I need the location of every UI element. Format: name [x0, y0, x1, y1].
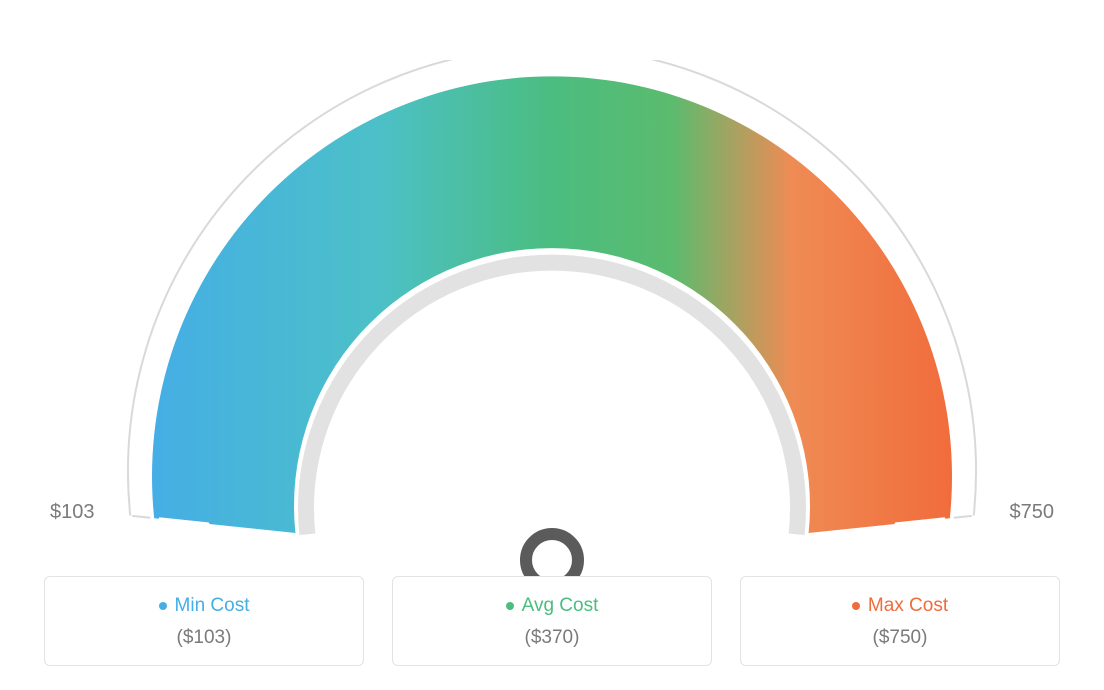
gauge-tick-label: $750 [1009, 501, 1053, 523]
legend-dot-max [852, 602, 860, 610]
legend-card-min: Min Cost ($103) [44, 576, 364, 666]
gauge-tick-label: $103 [50, 501, 95, 523]
legend-title-min: Min Cost [159, 595, 250, 617]
gauge-svg: $103$170$237$370$497$624$750 [0, 60, 1104, 630]
legend-label-min: Min Cost [175, 595, 250, 617]
legend-label-avg: Avg Cost [522, 595, 599, 617]
legend-dot-min [159, 602, 167, 610]
legend-title-avg: Avg Cost [506, 595, 599, 617]
legend-value-max: ($750) [741, 627, 1059, 649]
legend-row: Min Cost ($103) Avg Cost ($370) Max Cost… [0, 576, 1104, 666]
legend-card-avg: Avg Cost ($370) [392, 576, 712, 666]
gauge-chart: $103$170$237$370$497$624$750 [0, 0, 1104, 570]
legend-label-max: Max Cost [868, 595, 948, 617]
legend-title-max: Max Cost [852, 595, 948, 617]
legend-dot-avg [506, 602, 514, 610]
legend-card-max: Max Cost ($750) [740, 576, 1060, 666]
legend-value-min: ($103) [45, 627, 363, 649]
legend-value-avg: ($370) [393, 627, 711, 649]
